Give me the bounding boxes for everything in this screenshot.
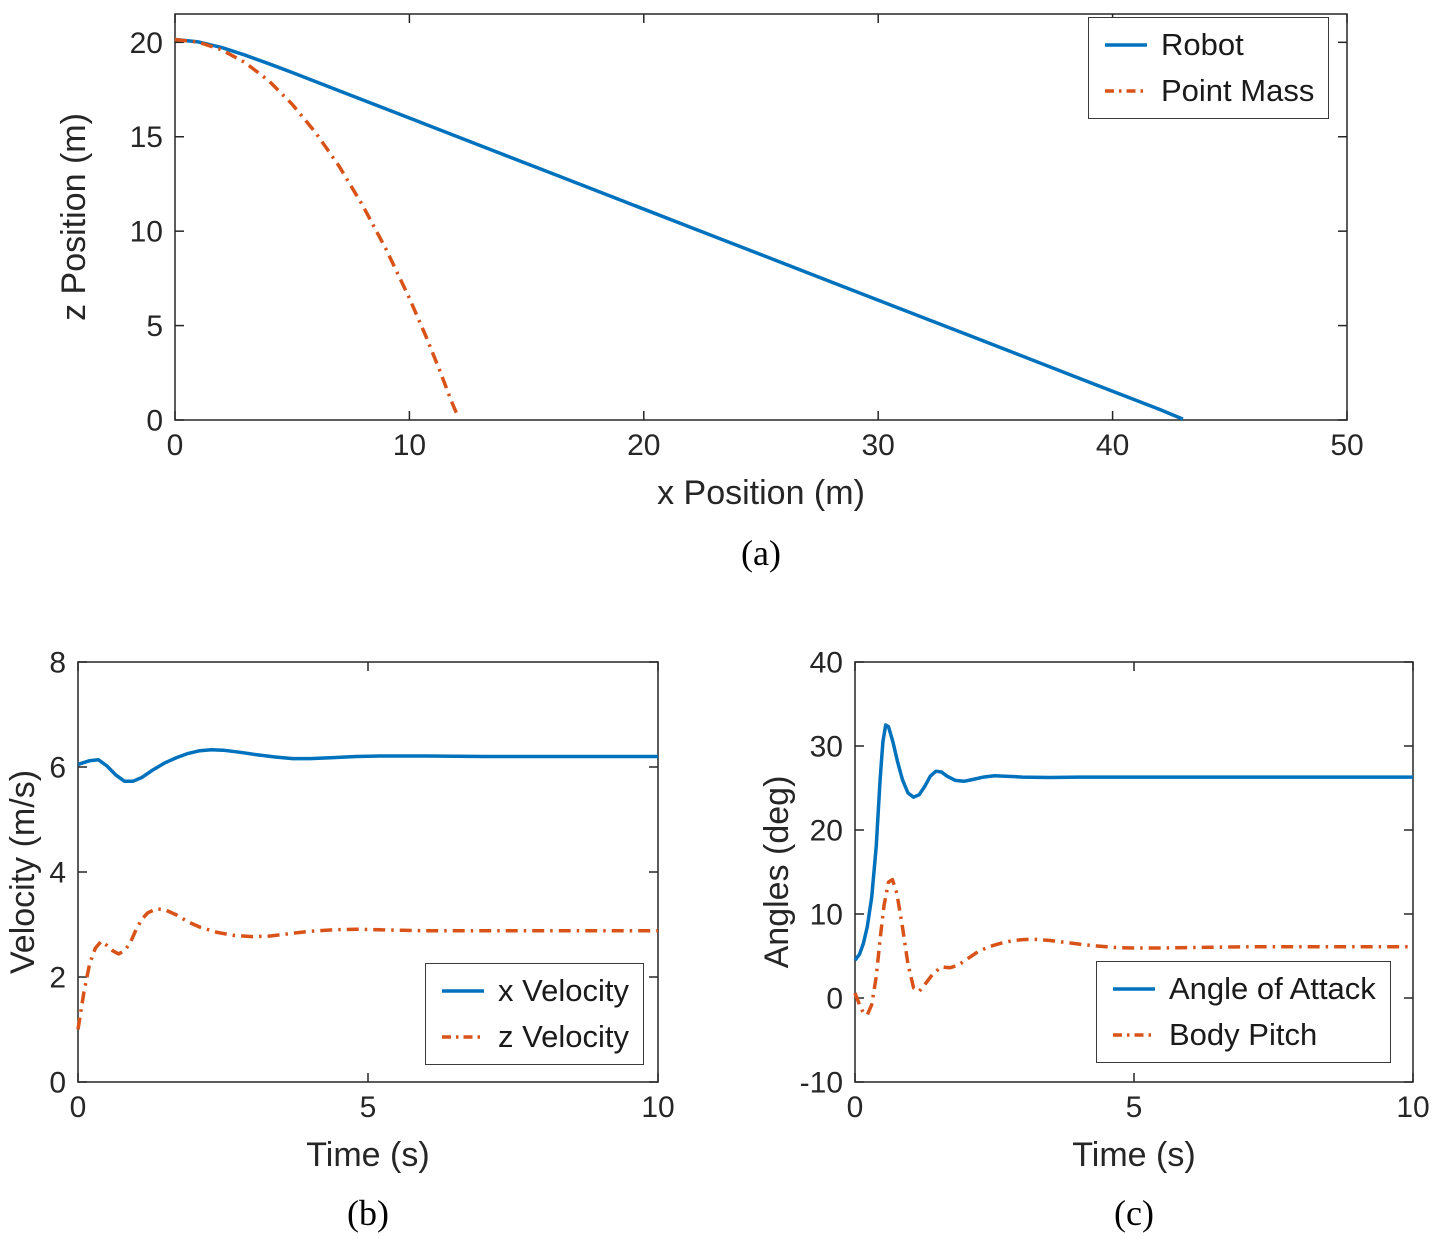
y-tick-label: 8	[49, 647, 66, 680]
legend-label: Point Mass	[1161, 73, 1315, 108]
y-tick-label: 30	[810, 731, 843, 764]
y-tick-label: 5	[146, 310, 163, 343]
chart-a-trajectory: 0 10 20 30 40 50 0 5 10 15 20 x Position (m) z Posit…	[0, 0, 1435, 530]
legend-line-icon	[442, 989, 484, 993]
legend-b: x Velocity z Velocity	[425, 963, 644, 1065]
y-tick-label: 4	[49, 857, 66, 890]
legend-c: Angle of Attack Body Pitch	[1096, 961, 1391, 1063]
caption-c: (c)	[1114, 1193, 1154, 1233]
legend-label: Body Pitch	[1169, 1017, 1318, 1052]
legend-line-icon	[1113, 987, 1155, 991]
legend-item-body-pitch: Body Pitch	[1111, 1017, 1376, 1053]
x-tick-label: 5	[1126, 1091, 1143, 1124]
y-tick-label: 0	[49, 1067, 66, 1100]
x-tick-label: 30	[862, 429, 895, 462]
caption-a: (a)	[741, 533, 781, 573]
x-tick-label: 40	[1096, 429, 1129, 462]
y-tick-label: 2	[49, 962, 66, 995]
x-tick-label: 0	[847, 1091, 864, 1124]
x-axis-label: Time (s)	[1072, 1136, 1195, 1174]
legend-line-icon	[1105, 43, 1147, 47]
series-line-robot	[174, 37, 1184, 421]
y-tick-label: 6	[49, 752, 66, 785]
y-tick-label: 20	[810, 815, 843, 848]
y-tick-label: 10	[130, 216, 163, 249]
legend-label: Robot	[1161, 27, 1244, 62]
x-tick-label: 50	[1330, 429, 1363, 462]
y-axis-label: Velocity (m/s)	[4, 770, 42, 974]
y-tick-label: 20	[130, 27, 163, 60]
x-tick-label: 10	[641, 1091, 674, 1124]
x-tick-label: 10	[1396, 1091, 1429, 1124]
legend-item-angle-of-attack: Angle of Attack	[1111, 971, 1376, 1007]
y-tick-label: 15	[130, 121, 163, 154]
series-line-body-pitch	[853, 877, 1413, 1017]
x-tick-label: 10	[393, 429, 426, 462]
legend-label: x Velocity	[498, 973, 629, 1008]
y-tick-label: 10	[810, 899, 843, 932]
legend-line-icon	[442, 1035, 484, 1039]
y-tick-label: 0	[826, 983, 843, 1016]
chart-b-velocity: 0 5 10 0 2 4 6 8 Time (s) Velocity (m/s) x Velocit…	[0, 647, 717, 1192]
series-line-point-mass	[174, 37, 461, 419]
series-line-angle-of-attack	[853, 723, 1413, 962]
x-tick-label: 0	[167, 429, 184, 462]
legend-item-robot: Robot	[1103, 27, 1314, 63]
y-axis-label: Angles (deg)	[758, 776, 796, 969]
y-tick-label: 40	[810, 647, 843, 680]
y-axis-label: z Position (m)	[55, 113, 93, 321]
legend-item-z-velocity: z Velocity	[440, 1019, 629, 1055]
axes-box	[174, 13, 1348, 421]
series-line-x-velocity	[77, 747, 658, 783]
legend-item-x-velocity: x Velocity	[440, 973, 629, 1009]
legend-label: z Velocity	[498, 1019, 629, 1054]
legend-item-point-mass: Point Mass	[1103, 73, 1314, 109]
y-tick-label: 0	[146, 405, 163, 438]
y-tick-label: -10	[800, 1067, 843, 1100]
x-tick-label: 0	[70, 1091, 87, 1124]
plot-area-b: 0 5 10 0 2 4 6 8 Time (s) Velocity (m/s)	[4, 647, 675, 1175]
chart-c-angles: 0 5 10 -10 0 10 20 30 40 Time (s) Angles (deg) Angl…	[718, 647, 1435, 1192]
legend-label: Angle of Attack	[1169, 971, 1376, 1006]
x-tick-label: 20	[627, 429, 660, 462]
plot-area-a: 0 10 20 30 40 50 0 5 10 15 20 x Position (m) z Posit…	[55, 13, 1364, 512]
legend-line-icon	[1113, 1033, 1155, 1037]
legend-a: Robot Point Mass	[1088, 17, 1330, 119]
x-tick-label: 5	[360, 1091, 377, 1124]
x-axis-label: Time (s)	[306, 1136, 429, 1174]
legend-line-icon	[1105, 89, 1147, 93]
caption-b: (b)	[347, 1193, 389, 1233]
x-axis-label: x Position (m)	[657, 474, 865, 512]
